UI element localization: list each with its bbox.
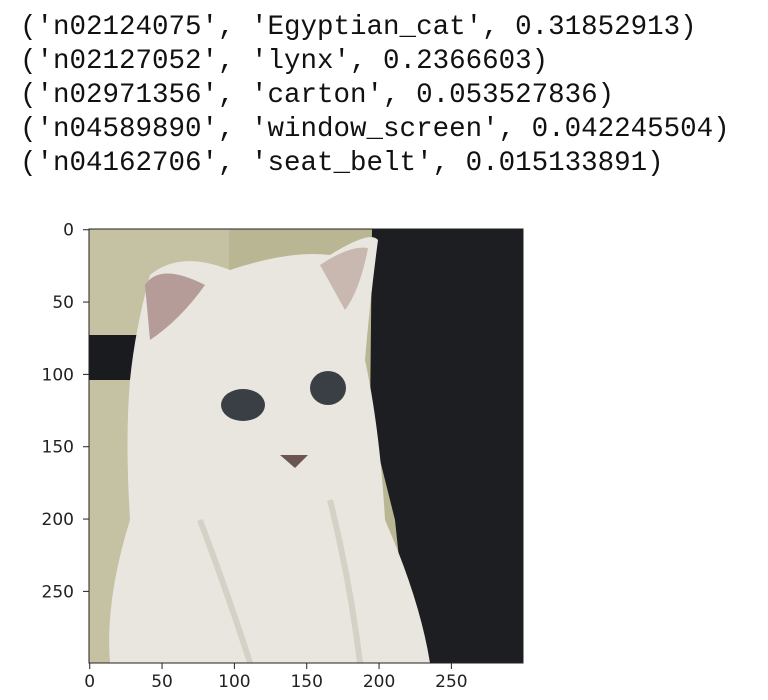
output-line: ('n02124075', 'Egyptian_cat', 0.31852913… bbox=[20, 12, 697, 43]
y-tick-label: 100 bbox=[42, 365, 74, 385]
y-tick-label: 150 bbox=[42, 438, 74, 458]
y-tick-label: 250 bbox=[42, 582, 74, 602]
cell-output: ('n02124075', 'Egyptian_cat', 0.31852913… bbox=[20, 11, 730, 181]
y-tick-label: 0 bbox=[63, 221, 74, 241]
x-tick-label: 150 bbox=[290, 672, 322, 692]
y-tick-label: 50 bbox=[52, 293, 74, 313]
x-tick-label: 100 bbox=[218, 672, 250, 692]
x-tick-label: 200 bbox=[363, 672, 395, 692]
x-tick-label: 250 bbox=[435, 672, 467, 692]
x-tick-label: 0 bbox=[84, 672, 95, 692]
output-line: ('n02971356', 'carton', 0.053527836) bbox=[20, 80, 615, 111]
image bbox=[89, 229, 523, 663]
y-tick-label: 200 bbox=[42, 510, 74, 530]
output-line: ('n02127052', 'lynx', 0.2366603) bbox=[20, 46, 549, 77]
x-tick-label: 50 bbox=[151, 672, 173, 692]
output-line: ('n04589890', 'window_screen', 0.0422455… bbox=[20, 114, 730, 145]
output-line: ('n04162706', 'seat_belt', 0.015133891) bbox=[20, 148, 664, 179]
